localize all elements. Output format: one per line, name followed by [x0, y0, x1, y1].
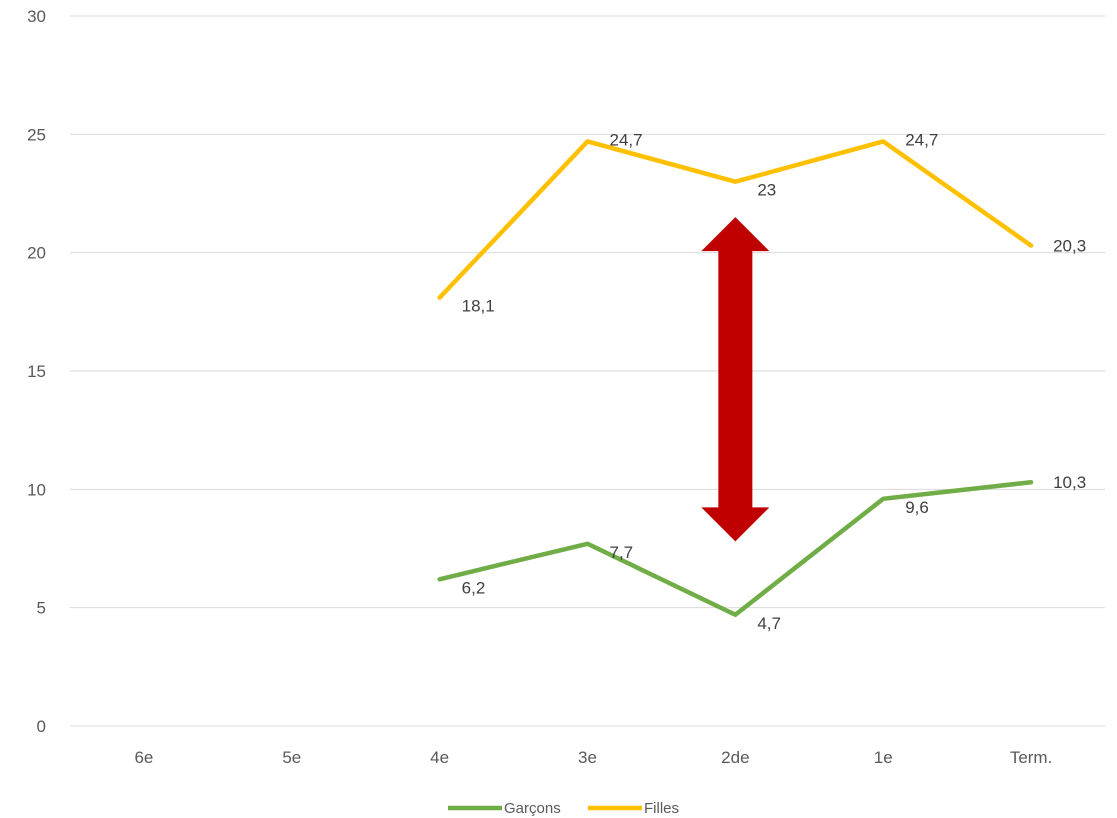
- x-tick-label: 4e: [430, 748, 449, 767]
- data-label: 9,6: [905, 498, 929, 517]
- data-labels-layer: 6,2 7,7 4,7 9,6 10,3 18,1 24,7 23 24,7 20,3: [462, 130, 1087, 632]
- data-label: 23: [757, 181, 776, 200]
- y-axis-ticks: 0 5 10 15 20 25 30: [27, 7, 46, 736]
- series-line-0: [437, 479, 1034, 618]
- x-tick-label: 6e: [134, 748, 153, 767]
- y-tick-label: 25: [27, 125, 46, 144]
- y-tick-label: 10: [27, 480, 46, 499]
- x-tick-label: 3e: [578, 748, 597, 767]
- x-tick-label: 2de: [721, 748, 749, 767]
- legend-label: Filles: [644, 800, 679, 817]
- data-label: 24,7: [610, 130, 643, 149]
- y-tick-label: 15: [27, 362, 46, 381]
- x-tick-label: Term.: [1010, 748, 1053, 767]
- y-tick-label: 20: [27, 244, 46, 263]
- x-tick-label: 5e: [282, 748, 301, 767]
- data-label: 10,3: [1053, 473, 1086, 492]
- y-tick-label: 5: [37, 599, 46, 618]
- data-label: 7,7: [610, 543, 634, 562]
- series-layer: [437, 139, 1034, 618]
- legend: Garçons Filles: [448, 800, 679, 817]
- x-axis-ticks: 6e 5e 4e 3e 2de 1e Term.: [134, 748, 1052, 767]
- x-tick-label: 1e: [874, 748, 893, 767]
- gridlines: [70, 15, 1105, 727]
- data-label: 24,7: [905, 130, 938, 149]
- gap-arrow-layer: [701, 217, 770, 542]
- data-label: 4,7: [757, 614, 781, 633]
- data-label: 20,3: [1053, 237, 1086, 256]
- gap-double-arrow: [701, 217, 770, 542]
- legend-label: Garçons: [504, 800, 561, 817]
- data-label: 18,1: [462, 297, 495, 316]
- series-line-1: [437, 139, 1034, 300]
- y-tick-label: 30: [27, 7, 46, 26]
- y-tick-label: 0: [37, 717, 46, 736]
- data-label: 6,2: [462, 578, 486, 597]
